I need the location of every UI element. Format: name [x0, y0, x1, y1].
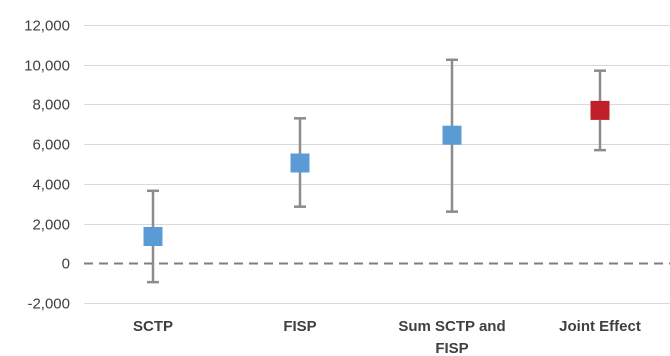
x-axis-category-labels: SCTP FISP Sum SCTP and FISP Joint Effect [133, 318, 641, 356]
y-tick-label: 10,000 [24, 58, 70, 75]
point-marker [442, 125, 462, 145]
y-tick-label: 4,000 [32, 177, 70, 194]
y-tick-label: 0 [62, 256, 70, 273]
y-tick-label: 2,000 [32, 217, 70, 234]
point-marker [143, 226, 163, 246]
y-tick-label: 6,000 [32, 137, 70, 154]
point-markers [143, 100, 610, 246]
y-tick-label: 8,000 [32, 97, 70, 114]
gridlines [84, 25, 670, 304]
point-marker [290, 153, 310, 173]
y-tick-label: 12,000 [24, 18, 70, 35]
error-bars [147, 58, 606, 284]
x-category-label: FISP [283, 318, 316, 335]
y-axis-tick-labels: -2,000 0 2,000 4,000 6,000 8,000 10,000 12,000 [24, 18, 70, 313]
point-marker [590, 100, 610, 120]
x-category-label: Sum SCTP and FISP [398, 318, 505, 356]
x-category-label: SCTP [133, 318, 173, 335]
y-tick-label: -2,000 [27, 296, 70, 313]
x-category-label: Joint Effect [559, 318, 641, 335]
